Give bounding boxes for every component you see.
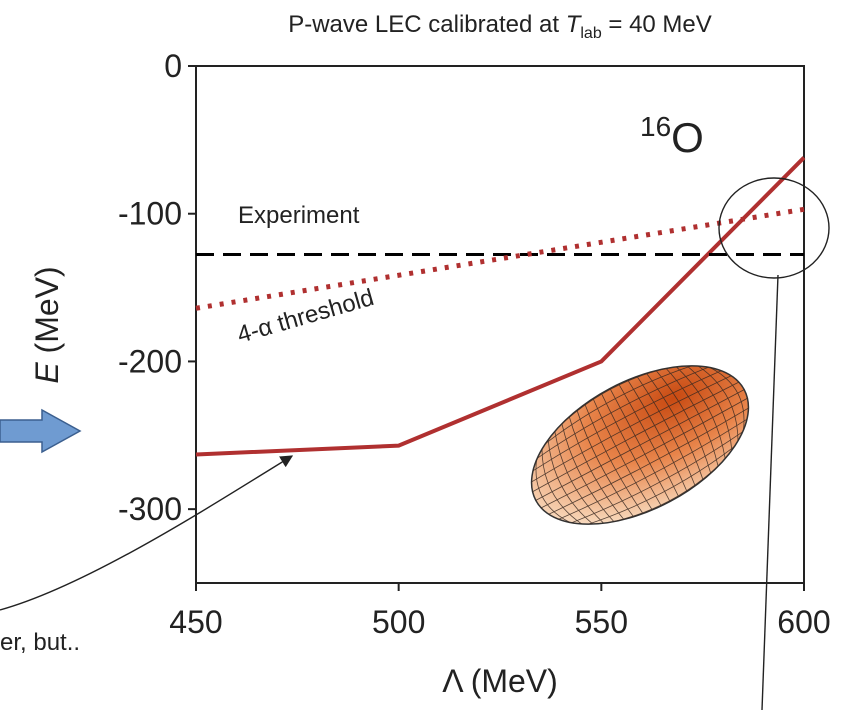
ellipsoid-parallel	[532, 370, 722, 472]
plot-frame	[195, 65, 805, 584]
ellipsoid-parallel	[537, 366, 709, 459]
highlight-circle	[718, 177, 830, 279]
ellipsoid-parallel	[531, 375, 732, 483]
x-tick-label: 450	[169, 604, 222, 640]
ellipsoid-parallel	[571, 431, 743, 524]
series-binding-energy-line	[195, 156, 806, 457]
x-tick-label: 600	[777, 604, 830, 640]
nucleus-symbol: O	[671, 114, 704, 161]
ellipsoid-parallel	[540, 397, 748, 509]
x-axis-ticks: 450 500 550 600	[169, 583, 831, 640]
ellipsoid-parallel	[560, 367, 669, 426]
y-axis-ticks: 0 -100 -200 -300	[118, 48, 196, 527]
chart-title-suffix: = 40 MeV	[602, 11, 712, 38]
curved-pointer-arrow	[0, 455, 294, 611]
blue-right-arrow	[0, 408, 82, 454]
chart-title-sub: lab	[580, 25, 601, 42]
ellipsoid-parallel	[548, 407, 749, 515]
y-axis-label: E (MeV)	[29, 266, 65, 383]
x-axis-label-symbol: Λ	[442, 663, 464, 699]
chart-title: P-wave LEC calibrated at Tlab = 40 MeV	[288, 11, 712, 42]
x-tick-label: 500	[372, 604, 425, 640]
y-tick-label: -300	[118, 491, 182, 527]
nucleus-label: 16O	[640, 111, 704, 161]
nucleus-mass-number: 16	[640, 111, 671, 142]
side-note-text: er, but..	[0, 629, 80, 656]
y-axis-label-unit: (MeV)	[29, 266, 65, 362]
circle-pointer-line	[761, 274, 779, 710]
y-tick-label: -100	[118, 196, 182, 232]
ellipsoid-parallel	[532, 381, 740, 493]
y-axis-label-symbol: E	[29, 362, 65, 384]
x-axis-label: Λ (MeV)	[442, 663, 558, 699]
ellipsoid-parallel	[611, 464, 720, 523]
ellipsoid-parallel	[558, 418, 748, 520]
ellipsoid-parallel	[545, 365, 692, 444]
chart-title-var: T	[566, 11, 583, 38]
threshold-label: 4-α threshold	[234, 284, 377, 349]
y-tick-label: -200	[118, 343, 182, 379]
x-axis-label-unit: (MeV)	[462, 663, 558, 699]
chart-title-prefix: P-wave LEC calibrated at	[288, 11, 565, 38]
experiment-label: Experiment	[238, 202, 360, 229]
x-tick-label: 550	[575, 604, 628, 640]
y-tick-label: 0	[164, 48, 182, 84]
nucleus-ellipsoid-illustration	[529, 365, 751, 525]
ellipsoid-parallel	[588, 446, 735, 525]
ellipsoid-parallel	[535, 389, 745, 501]
